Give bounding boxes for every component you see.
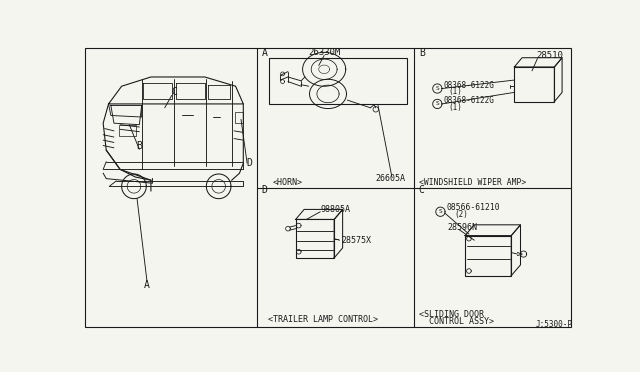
Bar	[269, 58, 406, 104]
Text: 28596N: 28596N	[447, 222, 477, 232]
Text: B: B	[136, 141, 142, 151]
Bar	[118, 125, 136, 135]
Text: 28510: 28510	[536, 51, 563, 60]
Text: <WINDSHIELD WIPER AMP>: <WINDSHIELD WIPER AMP>	[419, 178, 526, 187]
Text: 98805A: 98805A	[320, 205, 350, 214]
Text: 26605A: 26605A	[375, 174, 405, 183]
Bar	[465, 235, 511, 276]
Bar	[235, 112, 243, 123]
Text: 26330M: 26330M	[308, 48, 340, 57]
Text: <SLIDING DOOR: <SLIDING DOOR	[419, 310, 484, 319]
Text: (2): (2)	[454, 210, 468, 219]
Text: <TRAILER LAMP CONTROL>: <TRAILER LAMP CONTROL>	[268, 315, 378, 324]
Bar	[515, 67, 554, 102]
Text: 28575X: 28575X	[342, 236, 372, 245]
Text: 08566-61210: 08566-61210	[447, 203, 500, 212]
Text: 08368-6122G: 08368-6122G	[444, 81, 494, 90]
Text: S: S	[438, 209, 442, 214]
Text: 08368-6122G: 08368-6122G	[444, 96, 494, 105]
Text: S: S	[435, 102, 439, 106]
Text: (1): (1)	[448, 87, 462, 96]
Text: C: C	[419, 185, 425, 195]
Text: A: A	[262, 48, 268, 58]
Text: CONTROL ASSY>: CONTROL ASSY>	[419, 317, 494, 326]
Text: <HORN>: <HORN>	[273, 178, 303, 187]
Text: A: A	[144, 280, 150, 290]
Bar	[296, 219, 334, 258]
Text: B: B	[419, 48, 425, 58]
Text: C: C	[171, 87, 177, 97]
Text: (1): (1)	[448, 103, 462, 112]
Text: D: D	[246, 158, 252, 168]
Text: S: S	[435, 86, 439, 91]
Text: J:5300-P: J:5300-P	[536, 320, 573, 330]
Text: D: D	[262, 185, 268, 195]
